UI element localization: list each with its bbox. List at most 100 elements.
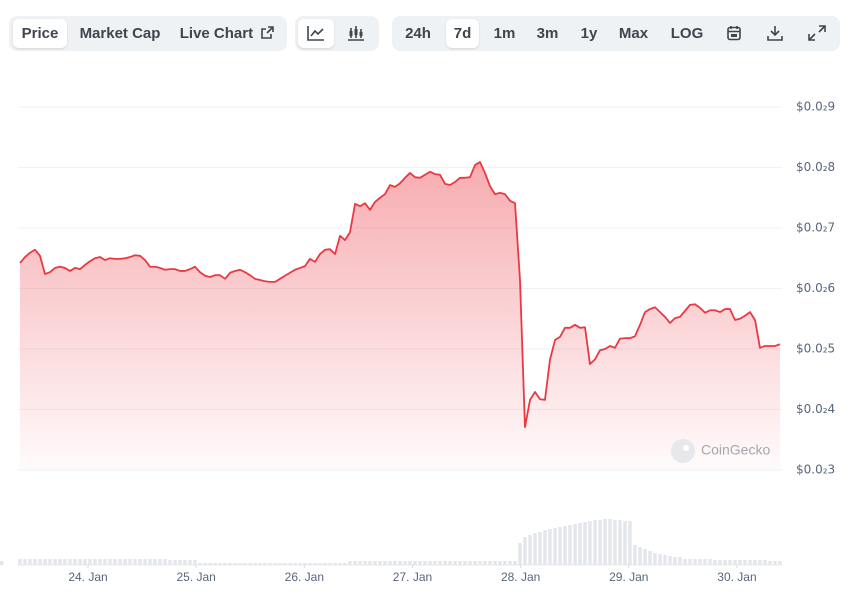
volume-bar [523,537,527,565]
volume-bar [453,561,457,565]
volume-bar [473,561,477,565]
volume-bar [303,563,307,565]
volume-bar [563,526,567,565]
volume-bar [678,557,682,565]
volume-bar [388,561,392,565]
range-button[interactable]: 3m [530,19,565,48]
volume-bar [433,561,437,565]
volume-bar [163,559,167,565]
volume-bar [658,554,662,565]
volume-bar [183,560,187,565]
volume-bar [73,559,77,565]
x-tick-label: 26. Jan [285,570,324,584]
x-tick-label: 27. Jan [393,570,432,584]
volume-bar [218,563,222,565]
volume-bar [118,559,122,565]
range-label: 1m [493,25,516,42]
volume-bar [363,561,367,565]
volume-bar [543,530,547,565]
range-label: LOG [670,25,704,42]
volume-bar [743,560,747,565]
range-button[interactable]: 1y [573,19,605,48]
volume-bar [263,563,267,565]
y-tick-label: $0.0₂7 [796,221,835,235]
volume-bar [378,561,382,565]
volume-bar [713,560,717,565]
volume-bar [253,563,257,565]
download-button[interactable] [757,19,793,48]
download-icon [767,26,783,41]
volume-bar [123,559,127,565]
volume-bar [628,521,632,565]
volume-bar [193,560,197,565]
volume-bar [428,561,432,565]
volume-bar [668,556,672,565]
range-label: 24h [405,25,431,42]
view-button[interactable]: Price [13,19,67,48]
volume-bar [468,561,472,565]
volume-bar [58,559,62,565]
y-tick-label: $0.0₂4 [796,402,835,416]
volume-bar [288,563,292,565]
volume-bar [733,560,737,565]
range-button[interactable]: Max [613,19,654,48]
watermark: CoinGecko [701,442,770,458]
volume-bar [328,563,332,565]
range-button[interactable]: 24h [398,19,438,48]
range-button[interactable]: 1m [487,19,522,48]
range-label: 7d [453,25,472,42]
volume-bar [673,557,677,565]
x-tick-label: 28. Jan [501,570,540,584]
volume-bar [578,523,582,565]
volume-bar [353,561,357,565]
volume-bar [333,563,337,565]
volume-bar [548,529,552,565]
fullscreen-button[interactable] [799,19,835,48]
volume-bar [113,559,117,565]
volume-bar [298,563,302,565]
line-chart-button[interactable] [298,19,334,48]
volume-bar [573,524,577,565]
volume-bar [613,520,617,565]
volume-bar [683,559,687,565]
volume-bar [463,561,467,565]
volume-bar [38,559,42,565]
volume-bar [233,563,237,565]
range-button[interactable]: LOG [664,19,710,48]
volume-bar [373,561,377,565]
volume-bar [203,563,207,565]
volume-bar [583,522,587,565]
y-tick-label: $0.0₂9 [796,100,835,114]
calendar-icon [727,26,741,41]
volume-bar [108,559,112,565]
volume-bar [278,563,282,565]
volume-bar [53,559,57,565]
volume-bar [358,561,362,565]
range-label: 3m [536,25,559,42]
volume-bar [273,563,277,565]
range-button[interactable]: 7d [446,19,479,48]
y-tick-label: $0.0₂6 [796,281,835,295]
calendar-button[interactable] [716,19,752,48]
watermark-logo-eye [683,445,689,451]
volume-bar [173,560,177,565]
volume-bar [148,559,152,565]
y-tick-label: $0.0₂3 [796,463,835,477]
volume-bar [518,543,522,565]
range-label: Max [618,25,649,42]
volume-bar [558,527,562,565]
view-button[interactable]: Live Chart [173,19,281,48]
x-tick-label: 24. Jan [68,570,107,584]
volume-bar [153,559,157,565]
volume-bar [343,563,347,565]
volume-bar [738,560,742,565]
volume-bar [633,545,637,565]
view-button[interactable]: Market Cap [72,19,168,48]
volume-bar [598,520,602,565]
volume-bar [718,560,722,565]
volume-bar [778,561,782,565]
candle-chart-button[interactable] [338,19,374,48]
volume-bar [143,559,147,565]
volume-bar [723,560,727,565]
x-tick-label: 29. Jan [609,570,648,584]
